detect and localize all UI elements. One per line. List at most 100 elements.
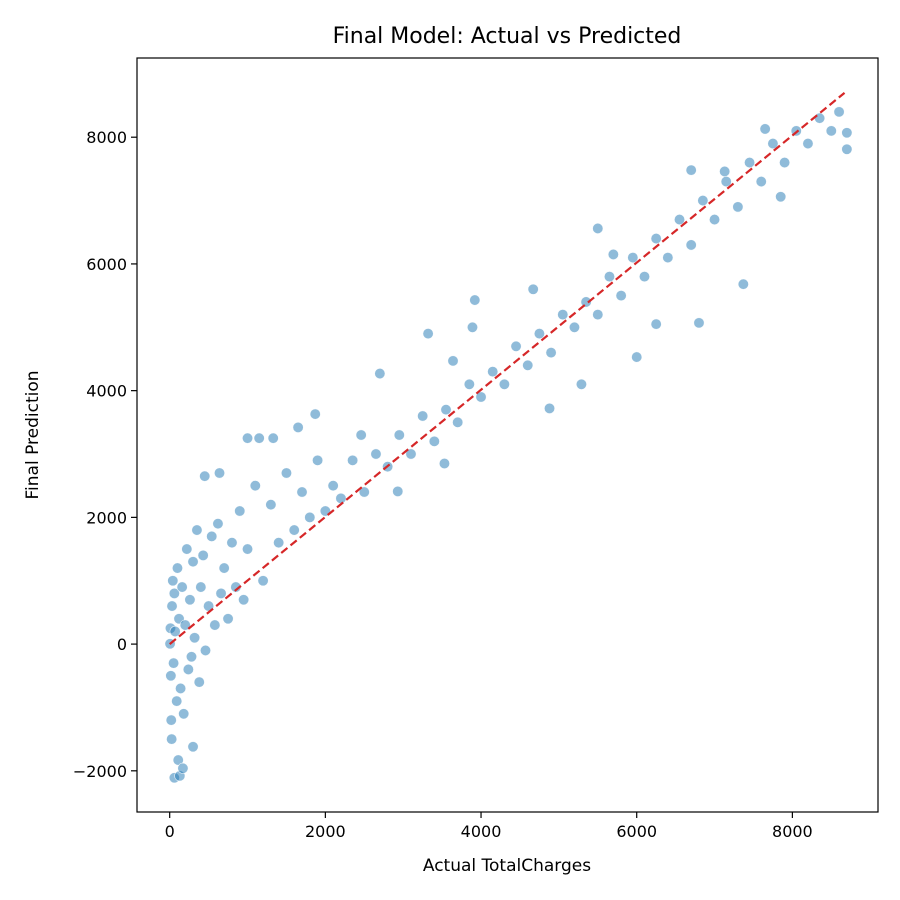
data-point: [242, 543, 254, 555]
data-point: [575, 378, 587, 390]
data-point: [452, 416, 464, 428]
data-point: [498, 378, 510, 390]
data-point: [273, 537, 285, 549]
data-point: [358, 486, 370, 498]
data-point: [185, 651, 197, 663]
data-point: [309, 408, 321, 420]
data-point: [522, 359, 534, 371]
y-axis-ticks: −2000 0 2000 4000 6000 8000: [73, 128, 137, 781]
y-tick-label: 4000: [86, 382, 127, 401]
y-tick-label: −2000: [73, 762, 127, 781]
data-point: [759, 123, 771, 135]
data-point: [280, 467, 292, 479]
data-point: [181, 543, 193, 555]
data-point: [469, 294, 481, 306]
data-point: [841, 143, 853, 155]
data-point: [265, 499, 277, 511]
data-point: [178, 708, 190, 720]
x-tick-label: 2000: [305, 822, 346, 841]
data-point: [347, 454, 359, 466]
data-point: [580, 296, 592, 308]
data-point: [417, 410, 429, 422]
data-point: [209, 619, 221, 631]
data-point: [206, 530, 218, 542]
data-point: [447, 355, 459, 367]
data-point: [393, 429, 405, 441]
data-point: [767, 138, 779, 150]
data-point: [557, 309, 569, 321]
data-point: [544, 402, 556, 414]
data-point: [327, 480, 339, 492]
data-point: [304, 511, 316, 523]
x-tick-label: 6000: [616, 822, 657, 841]
data-point: [212, 518, 224, 530]
data-point: [191, 524, 203, 536]
data-point: [709, 214, 721, 226]
x-axis-label: Actual TotalCharges: [423, 856, 591, 876]
data-point: [841, 127, 853, 139]
data-point: [165, 714, 177, 726]
data-point: [475, 391, 487, 403]
data-point: [592, 222, 604, 234]
data-point: [615, 290, 627, 302]
data-point: [177, 762, 189, 774]
data-point: [200, 644, 212, 656]
data-point: [744, 157, 756, 169]
data-point: [167, 575, 179, 587]
data-point: [193, 676, 205, 688]
data-point: [296, 486, 308, 498]
data-point: [226, 537, 238, 549]
data-point: [833, 106, 845, 118]
data-point: [779, 157, 791, 169]
data-point: [171, 562, 183, 574]
data-point: [607, 248, 619, 260]
data-point: [292, 421, 304, 433]
data-point: [253, 432, 265, 444]
data-point: [438, 458, 450, 470]
data-point: [422, 328, 434, 340]
data-point: [179, 619, 191, 631]
data-point: [335, 492, 347, 504]
data-point: [466, 321, 478, 333]
data-point: [638, 271, 650, 283]
x-tick-label: 0: [165, 822, 175, 841]
data-point: [650, 233, 662, 245]
data-point: [355, 429, 367, 441]
y-axis-label: Final Prediction: [23, 370, 43, 499]
data-point: [592, 309, 604, 321]
data-point: [627, 252, 639, 264]
data-point: [775, 191, 787, 203]
data-point: [568, 321, 580, 333]
data-point: [234, 505, 246, 517]
data-point: [685, 164, 697, 176]
data-point: [650, 318, 662, 330]
data-point: [631, 351, 643, 363]
data-point: [392, 485, 404, 497]
data-point: [222, 613, 234, 625]
data-point: [374, 368, 386, 380]
data-point: [755, 176, 767, 188]
data-point: [169, 625, 181, 637]
data-point: [175, 682, 187, 694]
data-point: [545, 347, 557, 359]
data-point: [825, 125, 837, 137]
data-point: [685, 239, 697, 251]
data-point: [405, 448, 417, 460]
data-point: [603, 271, 615, 283]
data-point: [195, 581, 207, 593]
data-point: [440, 404, 452, 416]
data-point: [463, 378, 475, 390]
data-point: [814, 112, 826, 124]
data-point: [182, 663, 194, 675]
data-point: [176, 581, 188, 593]
plot-area: [136, 57, 879, 813]
data-point: [662, 252, 674, 264]
data-point: [428, 435, 440, 447]
data-point: [238, 594, 250, 606]
data-point: [166, 600, 178, 612]
data-point: [249, 480, 261, 492]
data-point: [184, 594, 196, 606]
data-point: [732, 201, 744, 213]
